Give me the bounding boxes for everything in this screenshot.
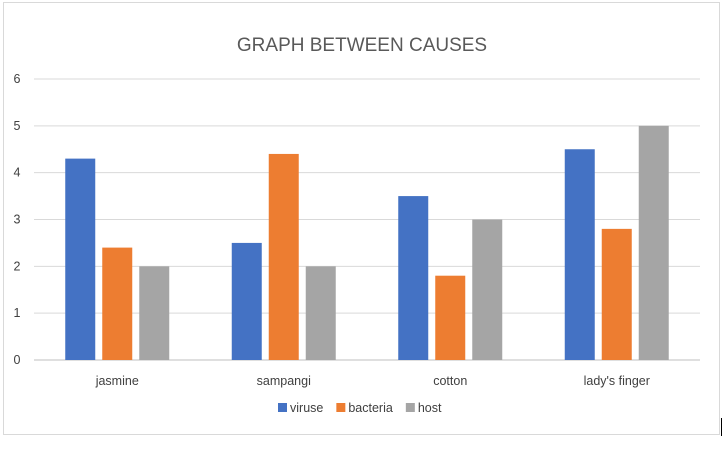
text-cursor xyxy=(721,418,722,436)
x-tick-label: lady's finger xyxy=(584,374,650,388)
bar-bacteria xyxy=(102,247,133,360)
bar-bacteria xyxy=(601,228,632,360)
y-tick-label: 5 xyxy=(14,119,21,133)
legend-swatch-bacteria xyxy=(336,403,346,412)
bar-bacteria xyxy=(268,153,299,360)
legend-label-bacteria: bacteria xyxy=(348,401,393,415)
y-axis-ticks: 0 1 2 3 4 5 6 xyxy=(14,72,21,367)
y-tick-label: 1 xyxy=(14,306,21,320)
legend-label-viruse: viruse xyxy=(290,401,323,415)
y-tick-label: 4 xyxy=(14,166,21,180)
bar-viruse xyxy=(65,158,96,360)
bar-viruse xyxy=(231,242,262,360)
x-tick-label: sampangi xyxy=(257,374,311,388)
bar-host xyxy=(305,266,336,360)
y-tick-label: 0 xyxy=(14,353,21,367)
chart-area xyxy=(3,2,720,435)
bar-viruse xyxy=(564,149,595,360)
x-axis-ticks: jasmine sampangi cotton lady's finger xyxy=(95,374,650,388)
gridlines xyxy=(34,78,700,361)
x-tick-label: cotton xyxy=(433,374,467,388)
y-tick-label: 2 xyxy=(14,259,21,273)
bar-viruse xyxy=(398,196,429,360)
y-tick-label: 3 xyxy=(14,213,21,227)
x-tick-label: jasmine xyxy=(95,374,139,388)
bar-bacteria xyxy=(435,275,466,360)
chart-title: GRAPH BETWEEN CAUSES xyxy=(237,35,487,56)
bar-host xyxy=(638,125,669,360)
legend-label-host: host xyxy=(418,401,442,415)
legend-swatch-viruse xyxy=(278,403,287,412)
legend-swatch-host xyxy=(405,403,415,412)
bars xyxy=(65,125,669,360)
bar-host xyxy=(472,219,503,360)
legend: viruse bacteria host xyxy=(278,401,442,415)
bar-host xyxy=(139,266,170,360)
y-tick-label: 6 xyxy=(14,72,21,86)
